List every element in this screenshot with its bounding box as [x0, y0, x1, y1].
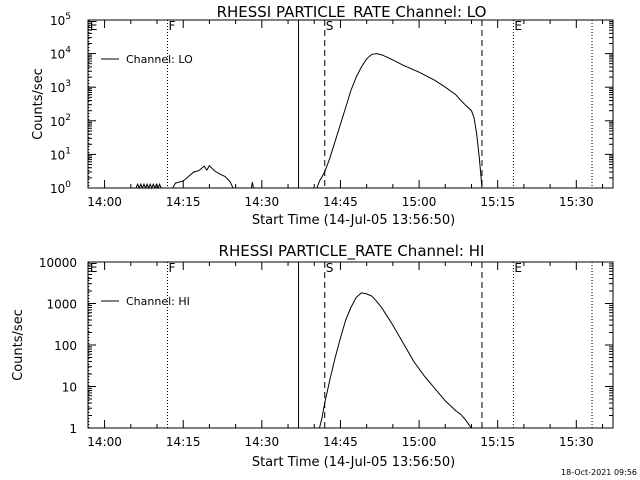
x-axis-label: Start Time (14-Jul-05 13:56:50) [252, 455, 455, 470]
chart-title: RHESSI PARTICLE_RATE Channel: HI [219, 242, 485, 261]
y-tick-label: 101 [50, 146, 71, 162]
chart-title: RHESSI PARTICLE_RATE Channel: LO [217, 3, 487, 22]
event-marker-label: S [326, 261, 334, 275]
series-line [319, 292, 472, 429]
x-tick-label: 14:30 [245, 195, 280, 209]
y-tick-label: 102 [50, 113, 71, 129]
x-tick-label: 15:30 [559, 435, 594, 449]
x-tick-label: 14:45 [323, 435, 358, 449]
x-tick-label: 15:30 [559, 195, 594, 209]
event-marker-label: E [514, 19, 522, 33]
y-tick-label: 103 [50, 79, 71, 95]
x-tick-label: 14:00 [87, 195, 122, 209]
y-tick-label: 100 [54, 339, 77, 353]
x-tick-label: 15:15 [480, 435, 515, 449]
y-tick-label: 105 [50, 12, 71, 28]
event-marker-label: F [168, 261, 175, 275]
series-line [250, 182, 254, 189]
event-marker-label: E [90, 261, 98, 275]
y-tick-label: 1000 [46, 298, 77, 312]
event-marker-label: E [514, 261, 522, 275]
x-tick-label: 14:15 [166, 435, 201, 449]
y-tick-label: 10 [62, 381, 77, 395]
panel-2: RHESSI PARTICLE_RATE Channel: HI 14:00 14:… [11, 242, 614, 470]
y-tick-label: 1 [69, 422, 77, 436]
legend-label: Channel: LO [126, 53, 193, 66]
plot-frame [87, 261, 614, 429]
y-axis-label: Counts/sec [31, 68, 46, 140]
series-line [316, 53, 483, 189]
legend-label: Channel: HI [126, 295, 190, 308]
x-axis-label: Start Time (14-Jul-05 13:56:50) [252, 213, 455, 228]
event-marker-label: E [90, 19, 98, 33]
x-tick-label: 15:00 [402, 435, 437, 449]
x-tick-label: 14:45 [323, 195, 358, 209]
event-marker-label: F [168, 19, 175, 33]
x-tick-label: 14:15 [166, 195, 201, 209]
y-tick-label: 100 [50, 180, 71, 196]
x-tick-label: 15:00 [402, 195, 437, 209]
x-tick-label: 15:15 [480, 195, 515, 209]
y-tick-label: 104 [50, 46, 71, 62]
series-line [135, 182, 162, 190]
y-tick-label: 10000 [39, 256, 77, 270]
event-marker-label: S [326, 19, 334, 33]
x-tick-label: 14:00 [87, 435, 122, 449]
y-axis-label: Counts/sec [11, 309, 26, 381]
plot-frame [87, 19, 614, 189]
panel-1: RHESSI PARTICLE_RATE Channel: LO 14:00 14:… [31, 3, 614, 228]
x-tick-label: 14:30 [245, 435, 280, 449]
footer-timestamp: 18-Oct-2021 09:56 [561, 468, 637, 477]
series-line [172, 164, 234, 189]
